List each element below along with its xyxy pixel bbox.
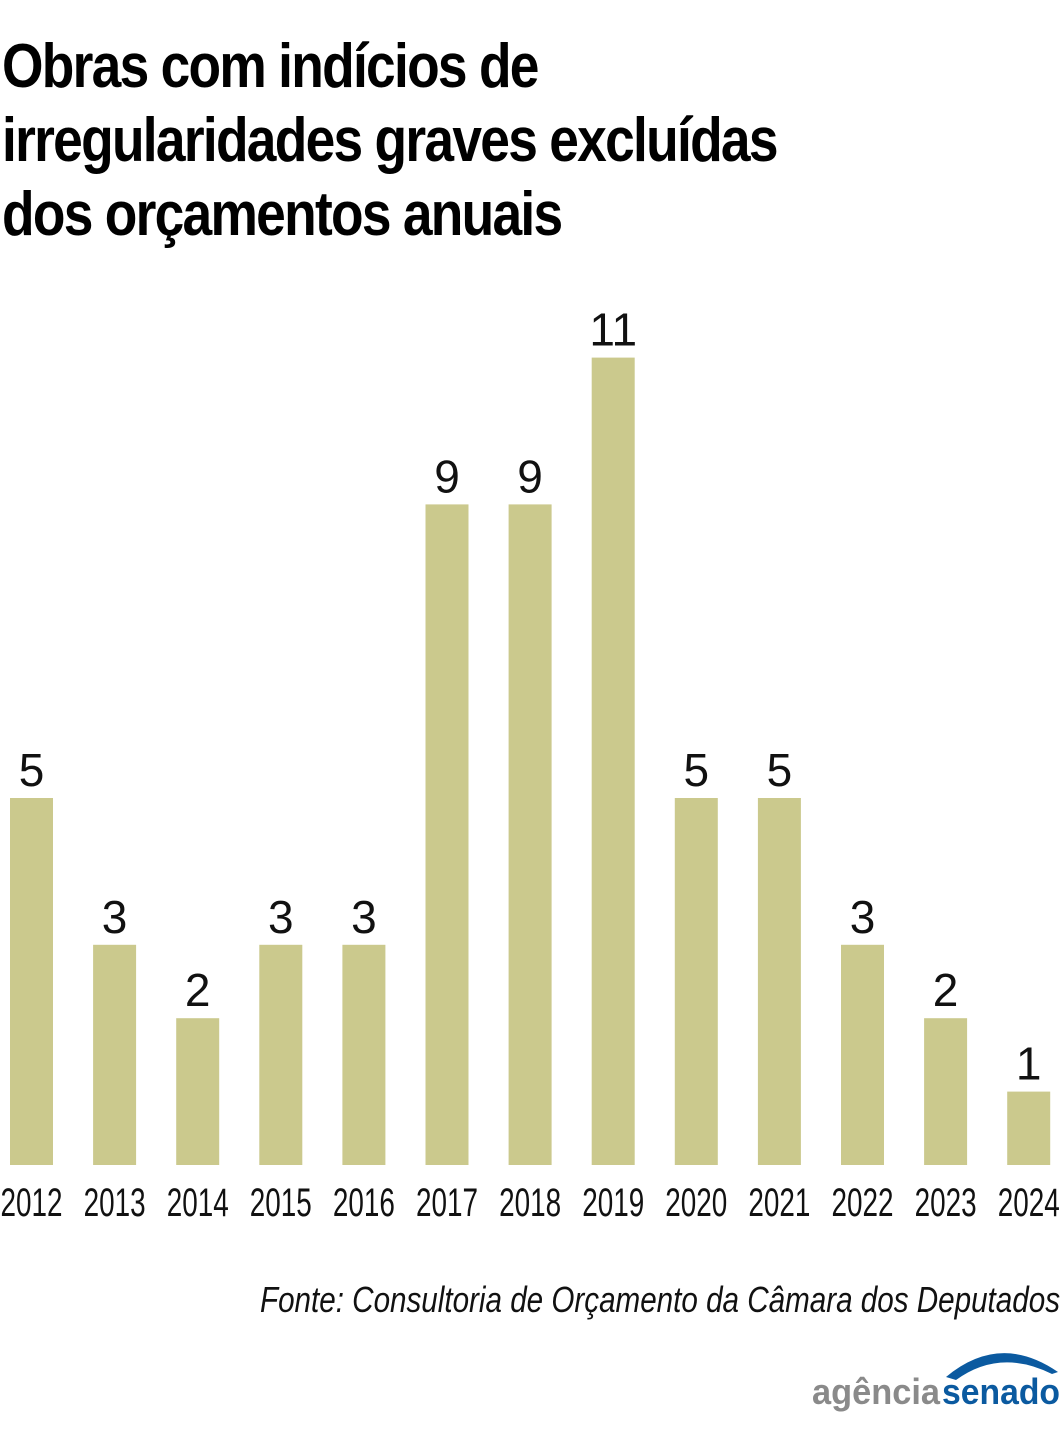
bar-2020	[674, 798, 718, 1165]
agencia-senado-logo: agência senado	[812, 1353, 1060, 1412]
chart-title: Obras com indícios de irregularidades gr…	[2, 30, 914, 252]
bar-2014	[176, 1018, 220, 1165]
bar-2018	[508, 504, 552, 1165]
x-tick-label: 2018	[499, 1181, 561, 1225]
data-label: 5	[19, 744, 45, 796]
bar-2021	[757, 798, 801, 1165]
x-tick-label: 2023	[915, 1181, 977, 1225]
bar-2015	[259, 944, 303, 1165]
x-tick-label: 2024	[998, 1181, 1060, 1225]
data-label: 3	[102, 891, 128, 943]
logo-arc	[946, 1353, 1058, 1380]
logo-part2: senado	[942, 1371, 1060, 1412]
bar-2012	[10, 798, 53, 1165]
x-tick-label: 2021	[748, 1181, 810, 1225]
x-tick-label: 2013	[84, 1181, 146, 1225]
x-tick-label: 2019	[582, 1181, 644, 1225]
x-tick-label: 2020	[665, 1181, 727, 1225]
bar-2023	[924, 1018, 968, 1165]
source-note: Fonte: Consultoria de Orçamento da Câmar…	[260, 1279, 1060, 1320]
bar-2019	[591, 357, 635, 1166]
data-label: 11	[589, 304, 637, 356]
bar-2013	[93, 944, 137, 1165]
data-label: 3	[351, 891, 377, 943]
data-label: 5	[684, 744, 710, 796]
data-label: 9	[434, 450, 460, 502]
data-label: 1	[1016, 1038, 1042, 1090]
data-label: 2	[185, 964, 211, 1016]
x-tick-label: 2022	[832, 1181, 894, 1225]
data-label: 2	[933, 964, 959, 1016]
data-label: 3	[850, 891, 876, 943]
bar-2016	[342, 944, 386, 1165]
x-tick-label: 2016	[333, 1181, 395, 1225]
data-label: 3	[268, 891, 294, 943]
title-line: Obras com indícios de	[2, 32, 539, 101]
logo-part1: agência	[812, 1371, 941, 1412]
data-label: 5	[767, 744, 793, 796]
bars-group: 5 2012 3 2013 2 2014 3 2015 3 2016 9 2017 9 2018 11 201…	[1, 304, 1060, 1225]
x-tick-label: 2015	[250, 1181, 312, 1225]
bar-2017	[425, 504, 469, 1165]
x-tick-label: 2014	[167, 1181, 229, 1225]
x-tick-label: 2012	[1, 1181, 63, 1225]
x-tick-label: 2017	[416, 1181, 478, 1225]
bar-2024	[1007, 1091, 1051, 1165]
data-label: 9	[517, 450, 543, 502]
bar-2022	[841, 944, 884, 1165]
title-line: irregularidades graves excluídas	[2, 106, 779, 175]
title-line: dos orçamentos anuais	[2, 180, 563, 249]
